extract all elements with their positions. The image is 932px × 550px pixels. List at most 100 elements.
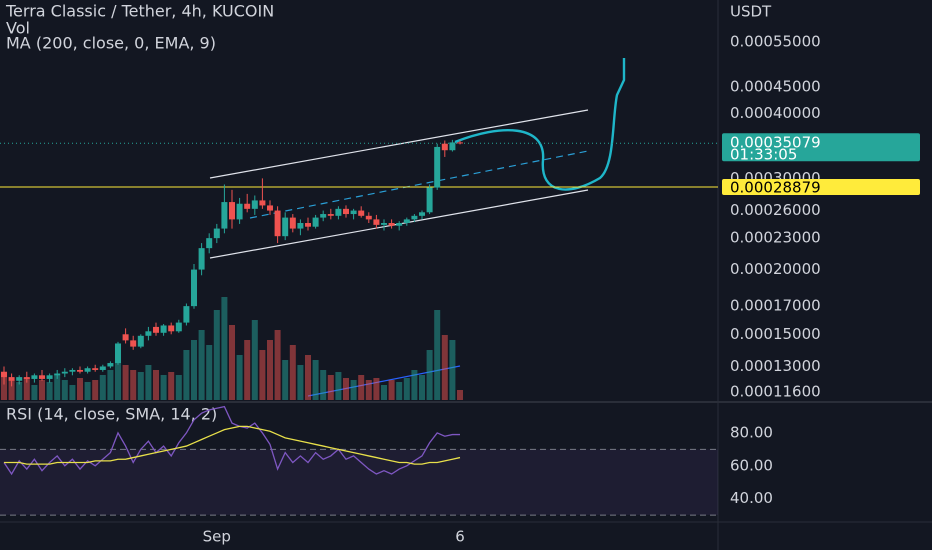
candle-body	[244, 203, 251, 209]
volume-bar	[31, 385, 38, 400]
volume-bar	[191, 340, 197, 400]
candle-body	[221, 202, 228, 229]
candle-body	[434, 146, 441, 188]
price-tick-label: 0.00023000	[730, 229, 821, 247]
channel-mid	[249, 150, 589, 219]
candle-body	[168, 325, 175, 332]
volume-bar	[388, 380, 395, 400]
candle-body	[99, 366, 106, 370]
volume-bar	[244, 340, 251, 400]
rsi-tick-label: 60.00	[730, 456, 773, 474]
candle-body	[282, 217, 289, 237]
volume-bar	[403, 378, 410, 400]
candle-body	[16, 377, 23, 381]
price-tick-label: 0.00011600	[730, 383, 821, 401]
candle-body	[122, 334, 129, 341]
candle-body	[267, 205, 273, 211]
candle-body	[327, 214, 334, 216]
volume-label: Vol	[6, 19, 30, 38]
symbol-title: Terra Classic / Tether, 4h, KUCOIN	[5, 2, 274, 21]
candle-body	[145, 331, 152, 336]
candle-body	[229, 202, 235, 220]
candle-body	[373, 219, 380, 225]
volume-bar	[335, 372, 342, 400]
candle-body	[350, 210, 357, 215]
volume-bar	[320, 370, 327, 400]
candle-body	[335, 208, 342, 216]
volume-bar	[160, 375, 167, 400]
channel-top	[209, 109, 589, 179]
candle-body	[411, 215, 418, 220]
rsi-label: RSI (14, close, SMA, 14, 2)	[6, 405, 217, 424]
volume-bar	[23, 378, 30, 400]
price-tick-label: 0.00045000	[730, 78, 821, 96]
volume-bar	[122, 365, 129, 400]
volume-bar	[16, 382, 23, 400]
candle-body	[31, 375, 38, 379]
volume-bar	[115, 360, 121, 400]
candle-body	[8, 377, 15, 381]
price-tick-label: 0.00020000	[730, 260, 821, 278]
volume-bar	[251, 320, 258, 400]
volume-bar	[426, 350, 433, 400]
candle-body	[381, 223, 387, 225]
volume-bar	[1, 375, 7, 400]
volume-bar	[137, 372, 144, 400]
candle-body	[175, 322, 182, 332]
candle-body	[54, 373, 61, 376]
volume-bar	[259, 350, 266, 400]
candle-body	[61, 371, 68, 374]
candle-body	[388, 223, 395, 226]
candle-body	[107, 363, 114, 367]
volume-bar	[343, 378, 349, 400]
candle-body	[320, 214, 327, 218]
volume-bar	[305, 355, 311, 400]
candle-body	[289, 217, 296, 229]
volume-bar	[267, 340, 273, 400]
volume-bar	[153, 370, 159, 400]
volume-bar	[77, 378, 83, 400]
candle-body	[92, 368, 99, 370]
volume-bar	[46, 382, 53, 400]
volume-bar	[229, 325, 235, 400]
rsi-line	[3, 405, 460, 476]
last-price-badge	[722, 133, 920, 162]
volume-bar	[213, 310, 220, 400]
volume-bar	[327, 375, 334, 400]
candle-body	[1, 371, 7, 378]
candle-body	[274, 210, 281, 237]
candle-body	[69, 369, 76, 372]
volume-bar	[297, 365, 304, 400]
volume-bar	[92, 380, 99, 400]
level-badge	[722, 178, 920, 195]
price-tick-label: 0.00015000	[730, 325, 821, 343]
candle-body	[84, 368, 91, 372]
candle-body	[343, 208, 349, 215]
volume-bar	[61, 380, 68, 400]
candle-body	[39, 375, 45, 379]
volume-bar	[145, 365, 152, 400]
price-tick-label: 0.00055000	[730, 33, 821, 51]
candle-body	[137, 335, 144, 347]
countdown-label: 01:33:05	[730, 146, 797, 164]
candle-body	[305, 223, 311, 227]
candle-body	[115, 343, 121, 364]
time-tick-label: 6	[455, 528, 465, 546]
volume-bar	[381, 385, 387, 400]
candle-body	[160, 325, 167, 333]
volume-bar	[350, 380, 357, 400]
volume-bar	[130, 370, 137, 400]
rsi-band	[0, 449, 718, 516]
candle-body	[365, 215, 372, 220]
volume-bar	[236, 355, 243, 400]
candle-body	[297, 223, 304, 229]
rsi-line	[4, 425, 461, 465]
volume-bar	[441, 335, 448, 400]
volume-bar	[54, 375, 61, 400]
candle-body	[312, 217, 319, 227]
volume-bar	[419, 375, 425, 400]
last-price-label: 0.00035079	[730, 134, 821, 152]
volume-bar	[69, 385, 76, 400]
candle-body	[259, 200, 266, 206]
